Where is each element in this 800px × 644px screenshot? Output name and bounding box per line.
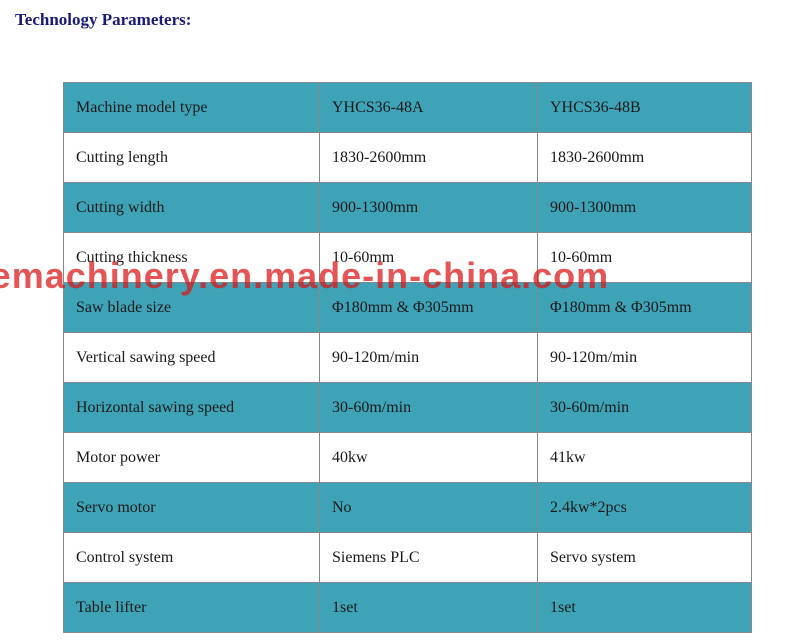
- param-name-cell: Machine model type: [64, 83, 320, 133]
- table-row: Cutting length1830-2600mm1830-2600mm: [64, 133, 752, 183]
- table-row: Motor power40kw41kw: [64, 433, 752, 483]
- param-name-cell: Table lifter: [64, 583, 320, 633]
- table-row: Saw blade sizeΦ180mm & Φ305mmΦ180mm & Φ3…: [64, 283, 752, 333]
- param-value-cell: 30-60m/min: [538, 383, 752, 433]
- param-value-cell: 90-120m/min: [320, 333, 538, 383]
- param-value-cell: 1set: [538, 583, 752, 633]
- param-value-cell: Φ180mm & Φ305mm: [538, 283, 752, 333]
- table-row: Vertical sawing speed90-120m/min90-120m/…: [64, 333, 752, 383]
- param-name-cell: Horizontal sawing speed: [64, 383, 320, 433]
- parameters-table-container: Machine model typeYHCS36-48AYHCS36-48BCu…: [63, 82, 751, 633]
- section-title: Technology Parameters:: [15, 10, 191, 30]
- param-value-cell: 40kw: [320, 433, 538, 483]
- param-value-cell: 30-60m/min: [320, 383, 538, 433]
- parameters-table-body: Machine model typeYHCS36-48AYHCS36-48BCu…: [64, 83, 752, 633]
- param-value-cell: 2.4kw*2pcs: [538, 483, 752, 533]
- table-row: Horizontal sawing speed30-60m/min30-60m/…: [64, 383, 752, 433]
- param-value-cell: No: [320, 483, 538, 533]
- param-value-cell: Φ180mm & Φ305mm: [320, 283, 538, 333]
- param-name-cell: Servo motor: [64, 483, 320, 533]
- param-name-cell: Saw blade size: [64, 283, 320, 333]
- param-value-cell: Siemens PLC: [320, 533, 538, 583]
- table-row: Machine model typeYHCS36-48AYHCS36-48B: [64, 83, 752, 133]
- table-row: Control systemSiemens PLCServo system: [64, 533, 752, 583]
- param-value-cell: 90-120m/min: [538, 333, 752, 383]
- param-value-cell: 1830-2600mm: [320, 133, 538, 183]
- param-name-cell: Motor power: [64, 433, 320, 483]
- param-value-cell: YHCS36-48A: [320, 83, 538, 133]
- table-row: Cutting width900-1300mm900-1300mm: [64, 183, 752, 233]
- param-value-cell: 10-60mm: [538, 233, 752, 283]
- table-row: Servo motorNo2.4kw*2pcs: [64, 483, 752, 533]
- param-value-cell: 1set: [320, 583, 538, 633]
- param-value-cell: 900-1300mm: [320, 183, 538, 233]
- parameters-table: Machine model typeYHCS36-48AYHCS36-48BCu…: [63, 82, 752, 633]
- table-row: Table lifter1set1set: [64, 583, 752, 633]
- param-name-cell: Cutting width: [64, 183, 320, 233]
- table-row: Cutting thickness10-60mm10-60mm: [64, 233, 752, 283]
- param-name-cell: Control system: [64, 533, 320, 583]
- param-value-cell: YHCS36-48B: [538, 83, 752, 133]
- param-name-cell: Cutting thickness: [64, 233, 320, 283]
- param-name-cell: Cutting length: [64, 133, 320, 183]
- param-value-cell: 900-1300mm: [538, 183, 752, 233]
- param-value-cell: 10-60mm: [320, 233, 538, 283]
- param-value-cell: 1830-2600mm: [538, 133, 752, 183]
- param-value-cell: Servo system: [538, 533, 752, 583]
- param-value-cell: 41kw: [538, 433, 752, 483]
- param-name-cell: Vertical sawing speed: [64, 333, 320, 383]
